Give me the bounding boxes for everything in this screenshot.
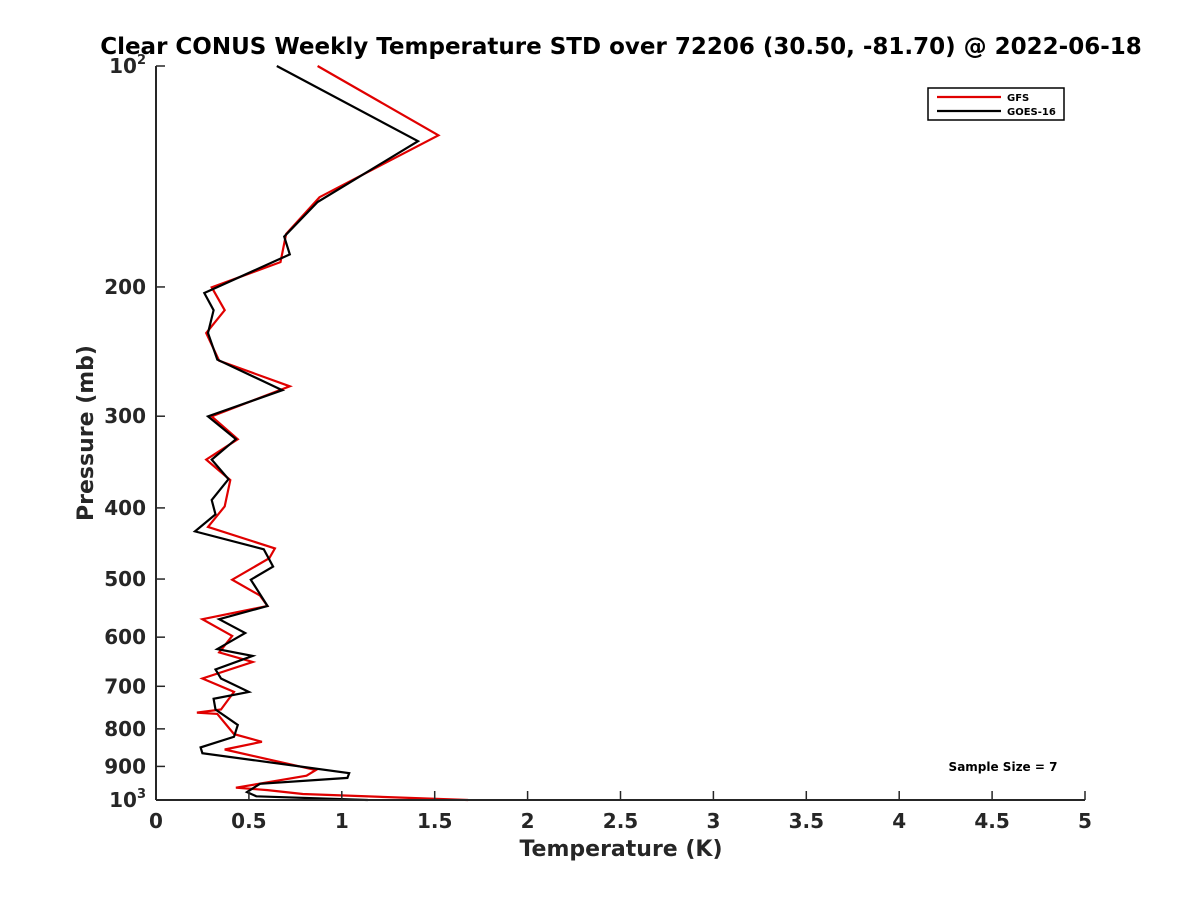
y-tick-label: 900	[104, 754, 146, 778]
x-tick-label: 2.5	[603, 809, 638, 833]
x-tick-label: 4	[892, 809, 906, 833]
y-tick-label: 200	[104, 275, 146, 299]
legend-label: GOES-16	[1007, 107, 1056, 118]
y-tick-label: 300	[104, 404, 146, 428]
y-tick-label: 700	[104, 674, 146, 698]
y-tick-label: 103	[109, 787, 146, 812]
x-tick-label: 0	[149, 809, 163, 833]
y-tick-label: 102	[109, 53, 146, 78]
x-tick-label: 4.5	[974, 809, 1009, 833]
y-tick-label: 500	[104, 567, 146, 591]
x-tick-label: 3.5	[789, 809, 824, 833]
sample-size-annotation: Sample Size = 7	[949, 760, 1058, 774]
series-line-goes-16	[192, 65, 421, 802]
x-tick-label: 1	[335, 809, 349, 833]
x-tick-label: 0.5	[231, 809, 266, 833]
y-tick-label: 400	[104, 496, 146, 520]
x-axis-label: Temperature (K)	[519, 837, 722, 862]
y-axis-label: Pressure (mb)	[74, 345, 99, 521]
plot-area: 0 0.5 1 1.5 2 2.5 3 3.5 4 4.5 5 102 200 300 400 500 600 7…	[104, 53, 1092, 833]
y-tick-label: 600	[104, 625, 146, 649]
x-tick-label: 5	[1078, 809, 1092, 833]
legend: GFS GOES-16	[927, 87, 1065, 121]
legend-label: GFS	[1007, 93, 1029, 104]
x-tick-label: 2	[521, 809, 535, 833]
x-tick-label: 1.5	[417, 809, 452, 833]
series-line-gfs	[196, 65, 469, 802]
chart-title: Clear CONUS Weekly Temperature STD over …	[100, 34, 1142, 60]
y-tick-label: 800	[104, 717, 146, 741]
x-tick-label: 3	[706, 809, 720, 833]
legend-box	[927, 87, 1065, 121]
